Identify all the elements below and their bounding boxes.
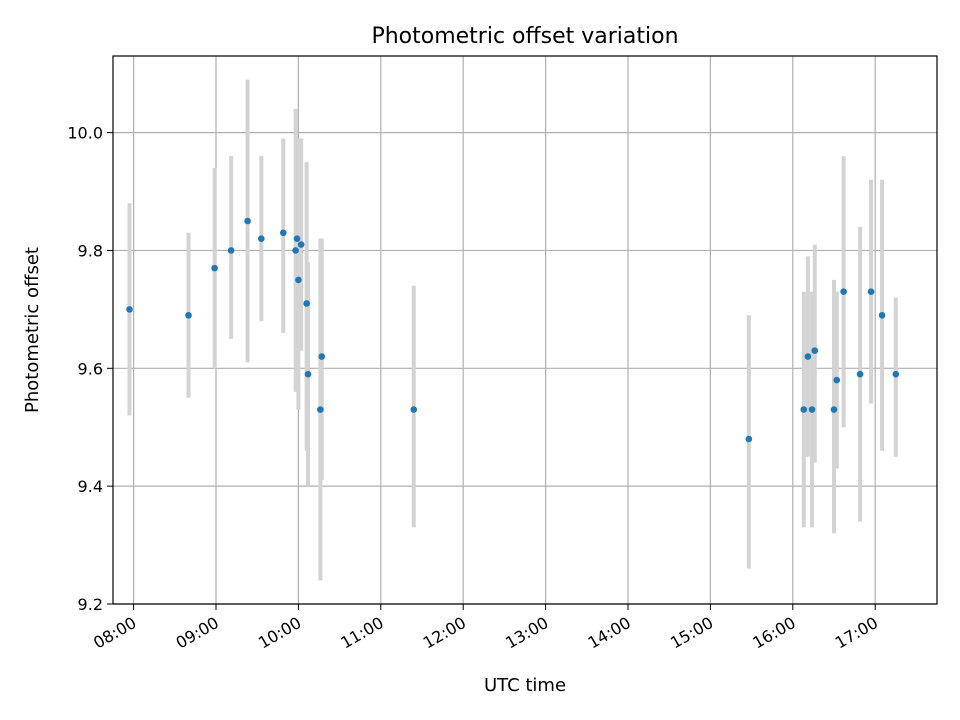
data-point [830, 406, 838, 413]
plot-frame [112, 55, 938, 605]
y-tick-label: 9.6 [78, 359, 103, 378]
data-point [258, 235, 265, 242]
data-point [126, 306, 133, 313]
data-point [185, 311, 192, 319]
data-points [126, 217, 900, 443]
data-point [295, 276, 302, 284]
data-point [745, 435, 753, 443]
data-point [303, 300, 310, 307]
y-tick-label: 9.8 [78, 241, 103, 260]
data-point [856, 370, 864, 378]
data-point [227, 247, 235, 254]
data-point [318, 353, 326, 360]
data-point [867, 288, 875, 295]
data-point [808, 406, 816, 413]
data-point [211, 264, 218, 272]
data-point [840, 288, 847, 295]
data-point [811, 347, 819, 354]
data-point [410, 406, 418, 413]
data-point [304, 370, 312, 378]
data-point [317, 406, 324, 413]
y-tick-label: 9.4 [78, 477, 103, 496]
data-point [297, 241, 305, 248]
data-point [244, 217, 251, 225]
data-point [800, 406, 808, 413]
data-point [878, 311, 886, 319]
y-axis-ticks: 9.2 9.4 9.6 9.8 10.0 [67, 124, 113, 614]
chart-title: Photometric offset variation [371, 24, 678, 49]
data-point [892, 370, 900, 378]
y-tick-label: 9.2 [78, 595, 103, 614]
data-point [279, 229, 287, 237]
data-point [292, 247, 299, 254]
data-point [293, 235, 301, 242]
data-point [804, 353, 812, 360]
x-axis-label: UTC time [484, 675, 566, 696]
y-axis-label: Photometric offset [22, 247, 43, 413]
y-tick-label: 10.0 [67, 124, 103, 143]
data-point [833, 376, 841, 384]
